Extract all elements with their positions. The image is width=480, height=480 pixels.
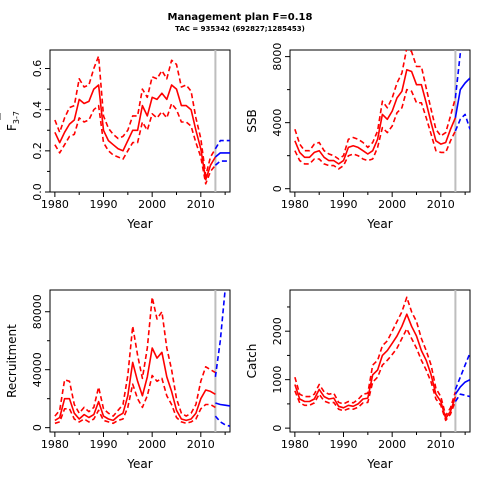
recruitment-x-axis-label: Year — [126, 457, 152, 471]
ssb-y-axis-label: SSB — [245, 109, 259, 132]
f-y-axis-label-sub: 3-7 — [12, 111, 21, 124]
recruitment-historic-median-line — [54, 347, 216, 422]
f-y-axis-label: F3-7 — [5, 111, 21, 131]
ssb-forecast-upper-line — [454, 50, 462, 98]
f-series-group — [54, 55, 230, 185]
catch-y-tick-label: 2000 — [271, 317, 284, 345]
catch-forecast-lower-line — [454, 393, 470, 402]
f-x-tick-label: 2000 — [138, 198, 166, 211]
ssb-historic-median-line — [294, 69, 457, 165]
ssb-forecast-median-line — [454, 77, 470, 118]
recruitment-y-tick-label: 0 — [31, 424, 44, 431]
ssb-y-tick-label: 4000 — [271, 109, 284, 137]
f-y-tick-label: 0.0 — [31, 183, 44, 201]
f-y-tick-label: 0.6 — [31, 60, 44, 78]
catch-forecast-median-line — [454, 378, 470, 395]
catch-x-tick-label: 1990 — [330, 438, 358, 451]
catch-forecast-upper-line — [454, 352, 470, 390]
ssb-x-tick-label: 2000 — [378, 198, 406, 211]
ssb-x-tick-label: 2010 — [427, 198, 455, 211]
f-y-tick-label: 0.4 — [31, 101, 44, 119]
recruitment-x-tick-label: 2010 — [187, 438, 215, 451]
f-forecast-lower-line — [214, 160, 230, 166]
recruitment-historic-upper-line — [54, 296, 216, 417]
recruitment-panel: 1980 1990 2000 2010 0 40000 80000 Year Recruitme… — [5, 289, 231, 471]
recruitment-y-axis-label: Recruitment — [5, 324, 19, 398]
catch-x-tick-label: 2000 — [378, 438, 406, 451]
ssb-plot-box — [289, 49, 471, 193]
f-x-tick-label: 1990 — [90, 198, 118, 211]
catch-y-axis-label-main: Catch — [245, 344, 259, 379]
ssb-historic-lower-line — [294, 88, 457, 170]
ssb-series-group — [294, 50, 470, 170]
recruitment-x-tick-label: 1990 — [90, 438, 118, 451]
catch-x-axis-label: Year — [366, 457, 392, 471]
catch-historic-lower-line — [294, 327, 457, 422]
f-plot-box — [49, 49, 231, 193]
catch-series-group — [294, 296, 470, 422]
recruitment-forecast-lower-line — [214, 415, 230, 427]
f-historic-lower-line — [54, 102, 217, 185]
catch-x-tick-label: 1980 — [281, 438, 309, 451]
ssb-panel: 1980 1990 2000 2010 0 4000 8000 Year SSB — [245, 43, 471, 231]
ssb-historic-upper-line — [294, 50, 457, 160]
recruitment-y-axis-label-main: Recruitment — [5, 324, 19, 398]
catch-y-axis-label: Catch — [245, 344, 259, 379]
recruitment-plot-box — [49, 289, 231, 433]
f-y-tick-label: 0.2 — [31, 142, 44, 160]
ssb-forecast-lower-line — [454, 113, 470, 132]
catch-historic-median-line — [294, 313, 457, 420]
f-historic-median-line — [54, 84, 217, 181]
catch-panel: 1980 1990 2000 2010 0 1000 2000 Year Catch — [245, 289, 471, 471]
f-x-tick-label: 2010 — [187, 198, 215, 211]
catch-plot-box — [289, 289, 471, 433]
f-x-tick-label: 1980 — [41, 198, 69, 211]
catch-x-tick-label: 2010 — [427, 438, 455, 451]
ssb-x-tick-label: 1980 — [281, 198, 309, 211]
f-forecast-upper-line — [214, 139, 230, 150]
recruitment-forecast-median-line — [215, 402, 230, 407]
recruitment-y-tick-label: 40000 — [31, 352, 44, 387]
ssb-y-axis-label-main: SSB — [245, 109, 259, 132]
recruitment-x-tick-label: 1980 — [41, 438, 69, 451]
f-historic-upper-line — [54, 55, 217, 177]
catch-historic-upper-line — [294, 296, 457, 417]
f-y-axis-label-main: F — [5, 124, 19, 131]
figure-title: Management plan F=0.18 — [168, 12, 313, 23]
f-x-axis-label: Year — [126, 217, 152, 231]
recruitment-x-tick-label: 2000 — [138, 438, 166, 451]
ssb-x-axis-label: Year — [366, 217, 392, 231]
figure-subtitle: TAC = 935342 (692827;1285453) — [175, 25, 305, 33]
f-panel: 1980 1990 2000 2010 0.0 0.2 0.4 0.6 Year F3-7 — [0, 49, 231, 231]
recruitment-forecast-upper-line — [214, 290, 226, 378]
catch-y-tick-label: 1000 — [271, 366, 284, 394]
catch-y-tick-label: 0 — [271, 425, 284, 432]
ssb-y-tick-label: 0 — [271, 185, 284, 192]
ssb-x-tick-label: 1990 — [330, 198, 358, 211]
ssb-y-tick-label: 8000 — [271, 43, 284, 71]
recruitment-historic-lower-line — [54, 374, 216, 425]
f-forecast-median-line — [214, 152, 230, 158]
recruitment-y-tick-label: 80000 — [31, 294, 44, 329]
recruitment-series-group — [54, 290, 230, 427]
